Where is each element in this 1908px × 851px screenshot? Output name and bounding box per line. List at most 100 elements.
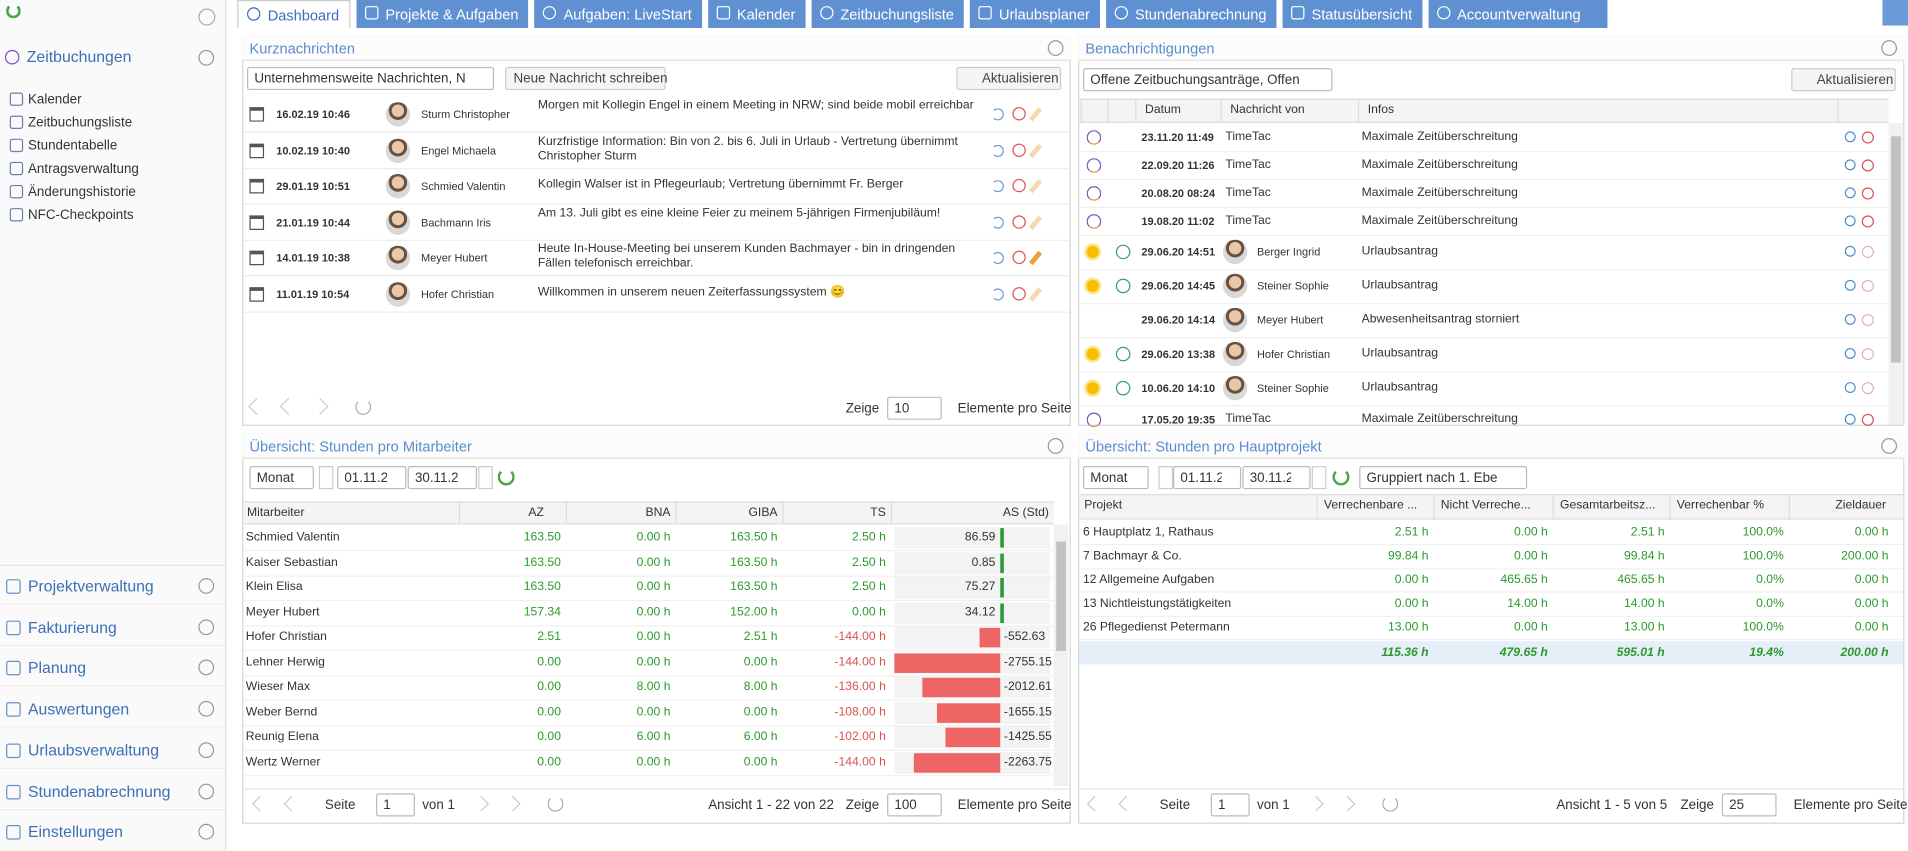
dropdown[interactable]: Monat [1083, 466, 1149, 489]
delete-icon[interactable] [1862, 413, 1874, 425]
collapse-button[interactable] [198, 9, 215, 26]
as-label: -1425.55 [1004, 729, 1052, 746]
approve-icon[interactable] [1116, 245, 1131, 260]
sidebar-module[interactable]: Stundenabrechnung [28, 782, 171, 801]
date-next[interactable] [478, 466, 493, 489]
dropdown[interactable]: 25 [1722, 793, 1777, 816]
sidebar-module[interactable]: Einstellungen [28, 823, 123, 842]
sidebar-link[interactable]: Änderungshistorie [28, 184, 136, 201]
view-icon[interactable] [1845, 382, 1856, 393]
tab[interactable]: Kalender [708, 0, 805, 28]
pager-reload[interactable] [355, 399, 371, 415]
sidebar-module[interactable]: Projektverwaltung [28, 577, 154, 596]
delete-icon[interactable] [1862, 280, 1874, 292]
reply-icon[interactable] [992, 144, 1004, 156]
delete-icon[interactable] [1862, 215, 1874, 227]
view-icon[interactable] [1845, 215, 1856, 226]
project-cell: 200.00 h [1789, 548, 1894, 565]
view-icon[interactable] [1845, 131, 1856, 142]
dropdown[interactable]: 1 [1211, 793, 1250, 816]
approve-icon[interactable] [1116, 381, 1131, 396]
tab[interactable]: Urlaubsplaner [970, 0, 1100, 28]
sidebar-module[interactable]: Fakturierung [28, 618, 117, 637]
date-next[interactable] [1312, 466, 1327, 489]
view-icon[interactable] [1845, 187, 1856, 198]
sidebar-link[interactable]: Zeitbuchungsliste [28, 114, 132, 131]
help-icon[interactable] [1881, 438, 1897, 454]
delete-icon[interactable] [1862, 314, 1874, 326]
help-icon[interactable] [198, 578, 214, 594]
button[interactable]: Aktualisieren [956, 67, 1061, 90]
refresh-icon[interactable] [498, 468, 515, 485]
tab[interactable]: Accountverwaltung [1428, 0, 1607, 28]
approve-icon[interactable] [1116, 347, 1131, 362]
delete-icon[interactable] [1862, 382, 1874, 394]
dropdown[interactable]: Offene Zeitbuchungsanträge, Offen [1083, 68, 1332, 91]
view-icon[interactable] [1845, 246, 1856, 257]
pager-reload[interactable] [548, 796, 564, 812]
refresh-icon[interactable] [1332, 468, 1349, 485]
tab[interactable]: Statusübersicht [1282, 0, 1422, 28]
sidebar-section-title[interactable]: Zeitbuchungen [27, 49, 132, 66]
dropdown[interactable]: Unternehmensweite Nachrichten, N [247, 67, 494, 90]
dropdown[interactable]: 1 [376, 793, 415, 816]
sidebar-module[interactable]: Auswertungen [28, 700, 129, 719]
help-icon[interactable] [198, 50, 214, 66]
date-prev[interactable] [319, 466, 334, 489]
help-icon[interactable] [1881, 40, 1897, 56]
delete-icon[interactable] [1012, 215, 1025, 228]
help-icon[interactable] [198, 701, 214, 717]
dropdown[interactable]: 100 [887, 793, 942, 816]
tab[interactable]: Aufgaben: LiveStart [534, 0, 701, 28]
view-icon[interactable] [1845, 280, 1856, 291]
row-divider [243, 131, 1069, 132]
button[interactable]: Neue Nachricht schreiben [505, 67, 666, 90]
dropdown[interactable]: 01.11.2020 [337, 466, 406, 489]
delete-icon[interactable] [1862, 246, 1874, 258]
help-icon[interactable] [198, 742, 214, 758]
reply-icon[interactable] [992, 108, 1004, 120]
sidebar-link[interactable]: NFC-Checkpoints [28, 207, 134, 224]
project-cell: 99.84 h [1317, 548, 1434, 565]
delete-icon[interactable] [1012, 107, 1025, 120]
sidebar-link[interactable]: Antragsverwaltung [28, 161, 139, 178]
view-icon[interactable] [1845, 314, 1856, 325]
delete-icon[interactable] [1862, 348, 1874, 360]
dropdown[interactable]: 30.11.2020 [1242, 466, 1310, 489]
help-icon[interactable] [198, 783, 214, 799]
button[interactable]: Aktualisieren [1791, 68, 1896, 91]
cell-ts: -144.00 h [782, 629, 890, 646]
tab[interactable]: Dashboard [237, 0, 350, 28]
dropdown[interactable]: 10 [887, 397, 942, 420]
help-icon[interactable] [198, 619, 214, 635]
sidebar-link[interactable]: Kalender [28, 91, 82, 108]
view-icon[interactable] [1845, 159, 1856, 170]
help-icon[interactable] [1048, 438, 1064, 454]
date-prev[interactable] [1158, 466, 1173, 489]
dropdown[interactable]: Gruppiert nach 1. Ebe [1359, 466, 1527, 489]
tab[interactable]: Stundenabrechnung [1106, 0, 1276, 28]
delete-icon[interactable] [1012, 287, 1025, 300]
help-icon[interactable] [1048, 40, 1064, 56]
tab[interactable]: Projekte & Aufgaben [356, 0, 528, 28]
view-icon[interactable] [1845, 413, 1856, 424]
dropdown[interactable]: 30.11.2020 [408, 466, 477, 489]
reply-icon[interactable] [992, 216, 1004, 228]
delete-icon[interactable] [1862, 131, 1874, 143]
approve-icon[interactable] [1116, 279, 1131, 294]
reply-icon[interactable] [992, 288, 1004, 300]
cell-az: 157.34 [459, 604, 566, 621]
tab[interactable]: Zeitbuchungsliste [811, 0, 964, 28]
dropdown[interactable]: Monat [249, 466, 313, 489]
pager-reload[interactable] [1382, 796, 1398, 812]
view-icon[interactable] [1845, 348, 1856, 359]
delete-icon[interactable] [1862, 187, 1874, 199]
delete-icon[interactable] [1012, 143, 1025, 156]
sidebar-link[interactable]: Stundentabelle [28, 138, 117, 155]
delete-icon[interactable] [1862, 159, 1874, 171]
dropdown[interactable]: 01.11.2020 [1173, 466, 1241, 489]
sidebar-module[interactable]: Planung [28, 659, 86, 678]
cell-ts: 0.00 h [782, 604, 890, 621]
sidebar-module[interactable]: Urlaubsverwaltung [28, 741, 159, 760]
notification-info: Maximale Zeitüberschreitung [1362, 411, 1518, 428]
